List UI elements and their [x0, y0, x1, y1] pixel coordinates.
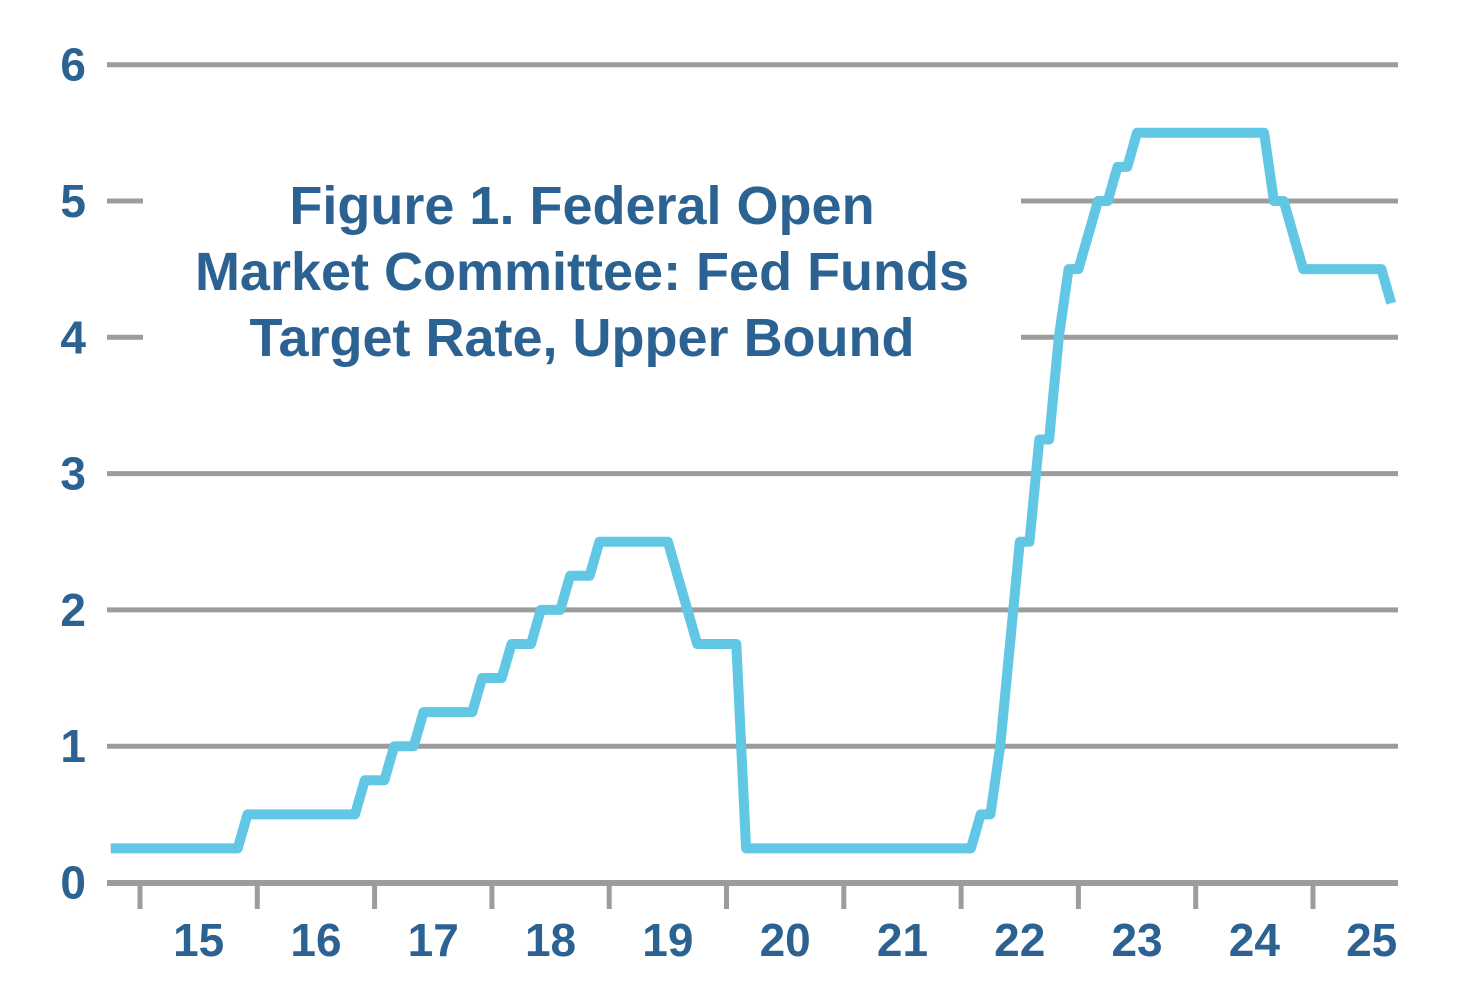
x-axis-labels: 15 16 17 18 19 20 21 22 23 24 25 — [173, 914, 1397, 966]
x-axis-label-25: 25 — [1346, 914, 1397, 966]
x-axis-label-18: 18 — [525, 914, 576, 966]
chart-title-line-2: Market Committee: Fed Funds — [195, 242, 969, 302]
y-axis-label-0: 0 — [60, 857, 86, 909]
y-axis-label-1: 1 — [60, 720, 86, 772]
y-axis-label-6: 6 — [60, 39, 86, 91]
x-axis-label-17: 17 — [408, 914, 459, 966]
x-axis-label-16: 16 — [290, 914, 341, 966]
chart-title-line-1: Figure 1. Federal Open — [289, 176, 874, 236]
x-axis-label-20: 20 — [760, 914, 811, 966]
x-axis-label-21: 21 — [877, 914, 928, 966]
x-axis — [107, 880, 1398, 909]
chart-title-box — [143, 133, 1021, 405]
y-axis-label-4: 4 — [60, 311, 86, 363]
x-axis-label-22: 22 — [994, 914, 1045, 966]
y-axis-labels: 0 1 2 3 4 5 6 — [60, 39, 86, 909]
rate-line — [110, 127, 1397, 854]
x-axis-label-24: 24 — [1229, 914, 1281, 966]
y-axis-label-2: 2 — [60, 584, 86, 636]
y-axis-label-3: 3 — [60, 448, 86, 500]
x-axis-label-15: 15 — [173, 914, 224, 966]
x-axis-label-23: 23 — [1111, 914, 1162, 966]
y-axis-label-5: 5 — [60, 175, 86, 227]
x-axis-label-19: 19 — [642, 914, 693, 966]
chart-title-line-3: Target Rate, Upper Bound — [249, 308, 914, 368]
